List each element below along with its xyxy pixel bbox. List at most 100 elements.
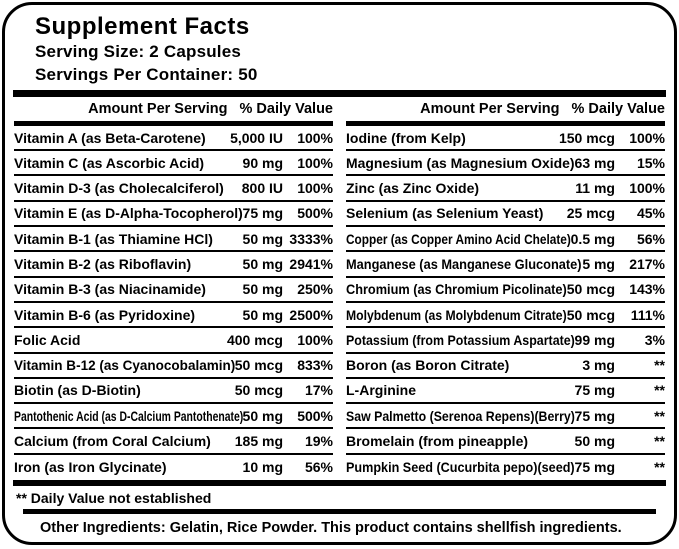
nutrient-row: Pantothenic Acid (as D-Calcium Pantothen… xyxy=(14,404,333,430)
nutrient-row: Selenium (as Selenium Yeast) 25 mcg 45% xyxy=(346,202,665,228)
nutrient-name: Calcium (from Coral Calcium) xyxy=(14,433,211,450)
nutrient-row: L-Arginine 75 mg ** xyxy=(346,379,665,405)
nutrient-daily-value: 2941% xyxy=(289,255,333,272)
nutrient-daily-value: 17% xyxy=(304,382,333,399)
nutrient-amount: 75 mg xyxy=(574,382,615,399)
nutrient-name: Biotin (as D-Biotin) xyxy=(14,382,141,399)
nutrient-row: Manganese (as Manganese Gluconate) 5 mg … xyxy=(346,252,665,278)
nutrient-amount: 50 mg xyxy=(574,433,615,450)
table-bottom-divider xyxy=(13,480,666,487)
nutrient-amount: 5,000 IU xyxy=(230,129,283,146)
nutrient-row: Vitamin E (as D-Alpha-Tocopherol) 75 mg … xyxy=(14,202,333,228)
nutrient-amount: 50 mg xyxy=(242,281,283,298)
nutrient-daily-value: 45% xyxy=(636,205,665,222)
nutrient-daily-value: 56% xyxy=(304,459,333,476)
nutrient-amount: 185 mg xyxy=(234,433,283,450)
nutrient-name: Chromium (as Chromium Picolinate) xyxy=(346,281,567,298)
nutrients-table: Amount Per Serving % Daily Value Vitamin… xyxy=(5,97,674,480)
nutrient-name: Molybdenum (as Molybdenum Citrate) xyxy=(346,306,567,323)
nutrient-row: Boron (as Boron Citrate) 3 mg ** xyxy=(346,354,665,379)
nutrient-daily-value: 100% xyxy=(297,154,333,171)
nutrient-daily-value: ** xyxy=(654,459,665,476)
nutrient-amount: 50 mg xyxy=(242,230,283,247)
nutrient-daily-value: ** xyxy=(654,357,665,374)
nutrient-name: Magnesium (as Magnesium Oxide) xyxy=(346,154,575,171)
nutrient-name: Vitamin B-3 (as Niacinamide) xyxy=(14,281,206,298)
nutrient-amount: 90 mg xyxy=(242,154,283,171)
nutrient-name: Selenium (as Selenium Yeast) xyxy=(346,205,544,222)
daily-value-header: % Daily Value xyxy=(571,100,666,117)
nutrient-name: L-Arginine xyxy=(346,382,416,399)
left-column-header: Amount Per Serving % Daily Value xyxy=(14,97,333,121)
nutrient-row: Vitamin B-1 (as Thiamine HCl) 50 mg 3333… xyxy=(14,227,333,253)
nutrient-name: Vitamin A (as Beta-Carotene) xyxy=(14,129,206,146)
nutrient-row: Zinc (as Zinc Oxide) 11 mg 100% xyxy=(346,176,665,202)
nutrient-row: Vitamin B-2 (as Riboflavin) 50 mg 2941% xyxy=(14,252,333,278)
nutrient-name: Vitamin B-1 (as Thiamine HCl) xyxy=(14,230,213,247)
nutrient-amount: 11 mg xyxy=(575,180,615,197)
nutrient-row: Iron (as Iron Glycinate) 10 mg 56% xyxy=(14,455,333,480)
nutrient-daily-value: 2500% xyxy=(289,306,333,323)
nutrient-daily-value: ** xyxy=(654,382,665,399)
nutrient-name: Bromelain (from pineapple) xyxy=(346,433,529,450)
nutrient-name: Pumpkin Seed (Cucurbita pepo)(seed) xyxy=(346,459,575,476)
page-title: Supplement Facts xyxy=(35,13,250,40)
nutrient-amount: 25 mcg xyxy=(566,205,615,222)
nutrient-amount: 800 IU xyxy=(241,180,283,197)
nutrient-row: Biotin (as D-Biotin) 50 mcg 17% xyxy=(14,379,333,405)
nutrient-name: Potassium (from Potassium Aspartate) xyxy=(346,331,575,348)
daily-value-header: % Daily Value xyxy=(239,100,334,117)
nutrient-name: Manganese (as Manganese Gluconate) xyxy=(346,255,582,272)
nutrient-daily-value: 143% xyxy=(629,281,665,298)
nutrient-name: Vitamin B-6 (as Pyridoxine) xyxy=(14,306,196,323)
nutrient-name: Copper (as Copper Amino Acid Chelate) xyxy=(346,230,571,247)
nutrient-row: Vitamin D-3 (as Cholecalciferol) 800 IU … xyxy=(14,176,333,202)
nutrient-name: Iodine (from Kelp) xyxy=(346,129,466,146)
nutrient-daily-value: 100% xyxy=(629,180,665,197)
nutrient-amount: 50 mcg xyxy=(566,306,615,323)
nutrient-name: Zinc (as Zinc Oxide) xyxy=(346,180,480,197)
nutrient-amount: 50 mg xyxy=(242,306,283,323)
nutrient-row: Pumpkin Seed (Cucurbita pepo)(seed) 75 m… xyxy=(346,455,665,480)
column-header-divider xyxy=(346,120,665,126)
other-ingredients-text: Other Ingredients: Gelatin, Rice Powder.… xyxy=(40,520,622,537)
nutrient-amount: 3 mg xyxy=(582,357,615,374)
nutrient-row: Saw Palmetto (Serenoa Repens)(Berry) 75 … xyxy=(346,404,665,430)
nutrient-name: Vitamin B-12 (as Cyanocobalamin) xyxy=(14,357,236,374)
nutrient-name: Pantothenic Acid (as D-Calcium Pantothen… xyxy=(14,407,244,424)
nutrient-amount: 50 mg xyxy=(242,407,283,424)
nutrient-daily-value: 833% xyxy=(297,357,333,374)
nutrient-row: Vitamin B-3 (as Niacinamide) 50 mg 250% xyxy=(14,278,333,303)
right-column-header: Amount Per Serving % Daily Value xyxy=(346,97,665,121)
nutrient-daily-value: 250% xyxy=(297,281,333,298)
nutrient-daily-value: 111% xyxy=(630,306,665,323)
nutrient-amount: 99 mg xyxy=(574,331,615,348)
nutrient-daily-value: 3% xyxy=(644,331,665,348)
nutrient-daily-value: ** xyxy=(654,433,665,450)
nutrient-row: Iodine (from Kelp) 150 mcg 100% xyxy=(346,126,665,152)
left-rows: Vitamin A (as Beta-Carotene) 5,000 IU 10… xyxy=(14,126,333,480)
nutrient-name: Vitamin C (as Ascorbic Acid) xyxy=(14,154,205,171)
nutrient-daily-value: 100% xyxy=(629,129,665,146)
nutrient-daily-value: 56% xyxy=(636,230,665,247)
label-header: Supplement Facts Serving Size: 2 Capsule… xyxy=(5,13,674,86)
nutrient-row: Vitamin C (as Ascorbic Acid) 90 mg 100% xyxy=(14,151,333,177)
nutrient-row: Copper (as Copper Amino Acid Chelate) 0.… xyxy=(346,227,665,253)
nutrient-name: Folic Acid xyxy=(14,331,81,348)
nutrient-amount: 75 mg xyxy=(242,205,283,222)
amount-per-serving-header: Amount Per Serving xyxy=(420,100,560,117)
nutrient-amount: 50 mcg xyxy=(234,357,283,374)
nutrient-name: Vitamin D-3 (as Cholecalciferol) xyxy=(14,180,224,197)
nutrient-name: Vitamin E (as D-Alpha-Tocopherol) xyxy=(14,205,243,222)
nutrient-daily-value: 500% xyxy=(297,407,333,424)
nutrient-amount: 50 mcg xyxy=(566,281,615,298)
nutrient-row: Vitamin B-6 (as Pyridoxine) 50 mg 2500% xyxy=(14,303,333,329)
right-rows: Iodine (from Kelp) 150 mcg 100% Magnesiu… xyxy=(346,126,665,480)
nutrient-daily-value: ** xyxy=(654,407,665,424)
nutrient-amount: 50 mcg xyxy=(234,382,283,399)
nutrient-row: Vitamin A (as Beta-Carotene) 5,000 IU 10… xyxy=(14,126,333,152)
left-column: Amount Per Serving % Daily Value Vitamin… xyxy=(14,97,333,480)
nutrient-daily-value: 15% xyxy=(636,154,665,171)
nutrient-name: Boron (as Boron Citrate) xyxy=(346,357,510,374)
